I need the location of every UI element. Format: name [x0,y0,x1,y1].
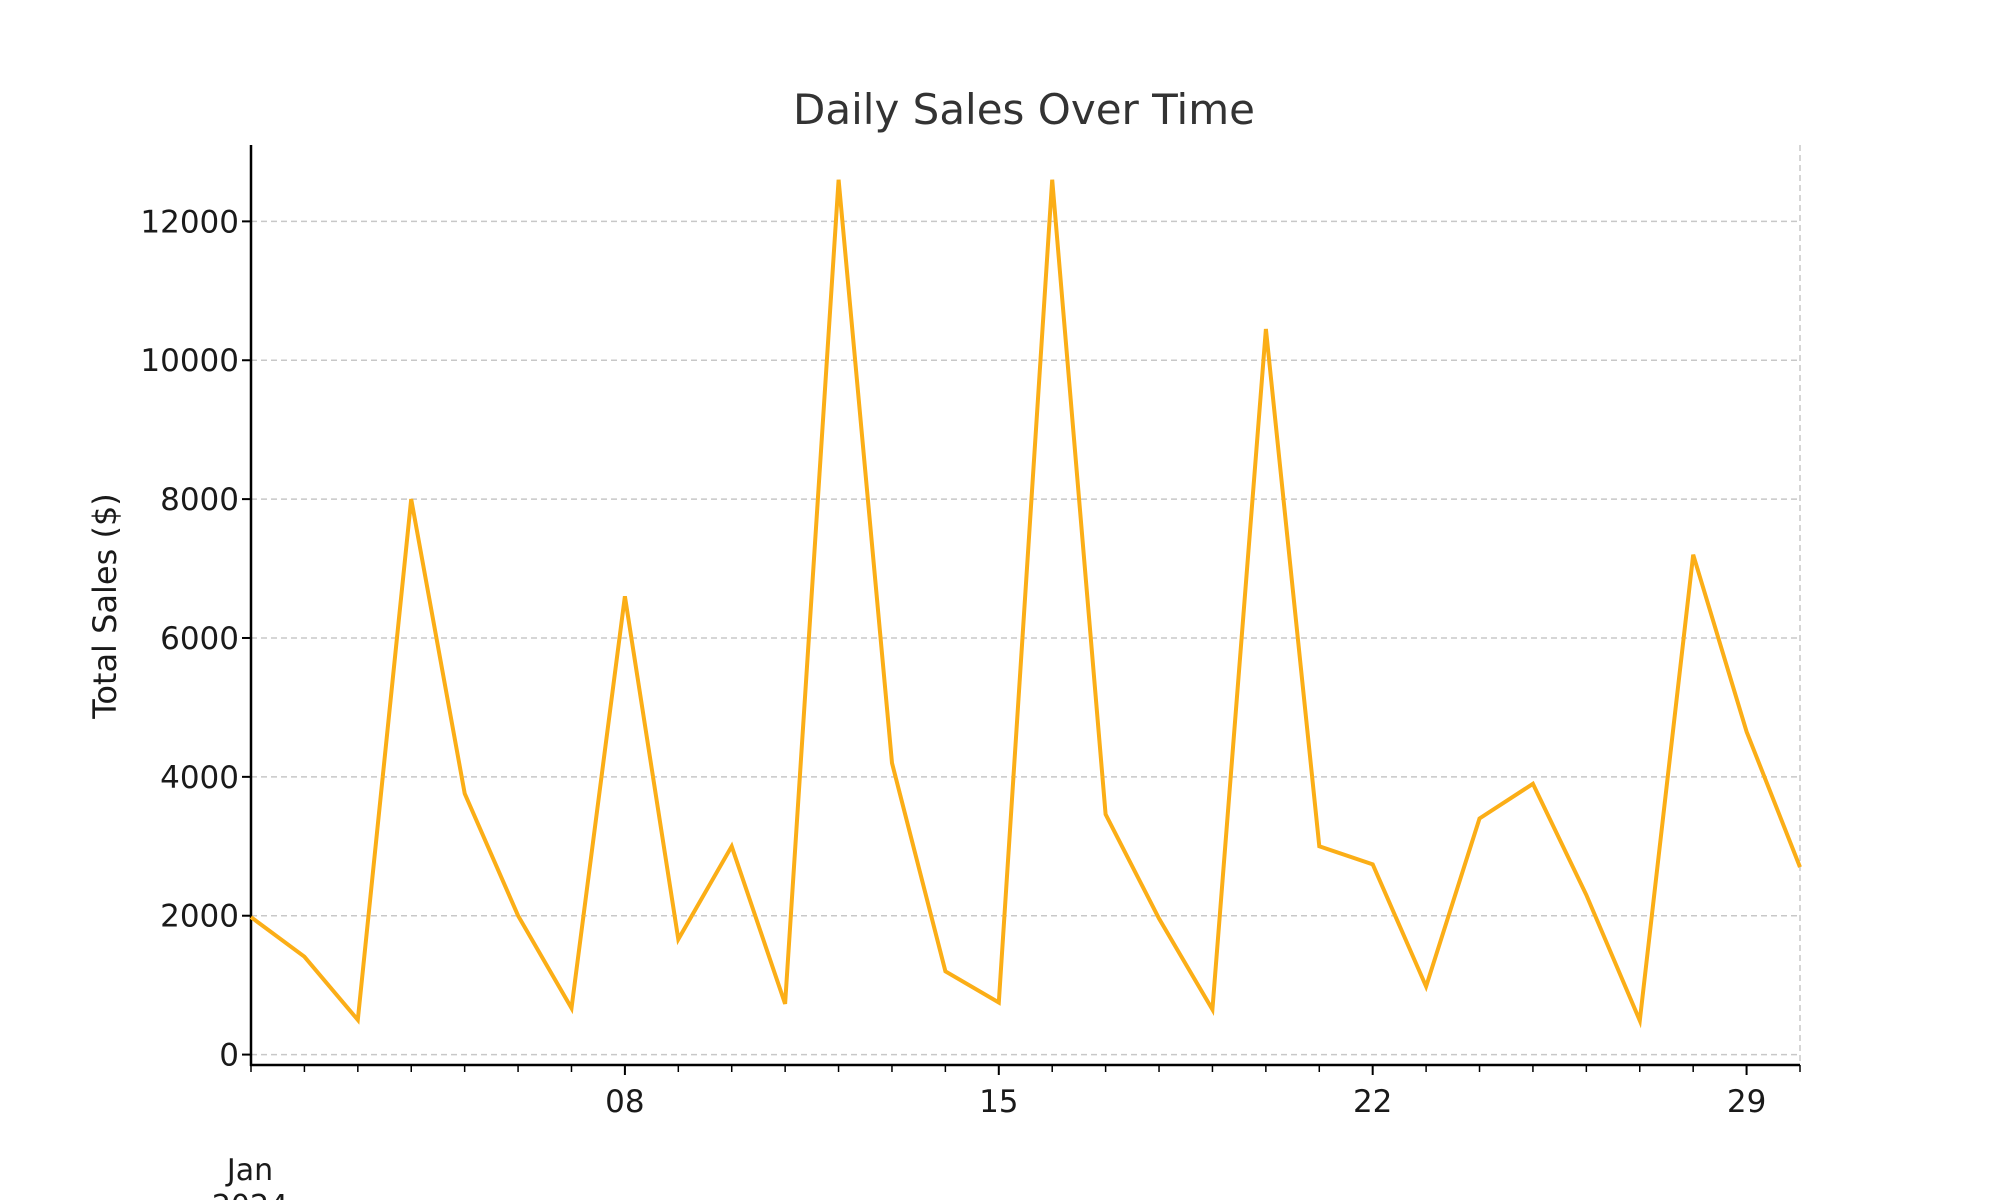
y-tick-label: 10000 [140,343,239,379]
y-tick-label: 12000 [140,204,239,240]
x-tick-label: 15 [979,1084,1018,1120]
x-axis-year-label: 2024 [212,1189,288,1200]
x-tick-label: 22 [1353,1084,1392,1120]
series-layer [249,179,1802,1029]
x-tick-label: 08 [605,1084,644,1120]
x-tick-label: 29 [1727,1084,1766,1120]
grid-lines [251,145,1801,1065]
x-axis-month-label: Jan [225,1153,273,1188]
y-axis-label: Total Sales ($) [86,493,124,720]
y-tick-label: 0 [219,1038,239,1074]
ticks: 0 2000 4000 6000 8000 10000 12000 08 15 22 29 [140,204,1801,1120]
chart-title: Daily Sales Over Time [793,85,1255,134]
y-tick-label: 2000 [160,899,239,935]
y-tick-label: 6000 [160,621,239,657]
axes [249,145,1800,1067]
y-tick-label: 8000 [160,482,239,518]
series-line [249,179,1802,1029]
y-tick-label: 4000 [160,760,239,796]
